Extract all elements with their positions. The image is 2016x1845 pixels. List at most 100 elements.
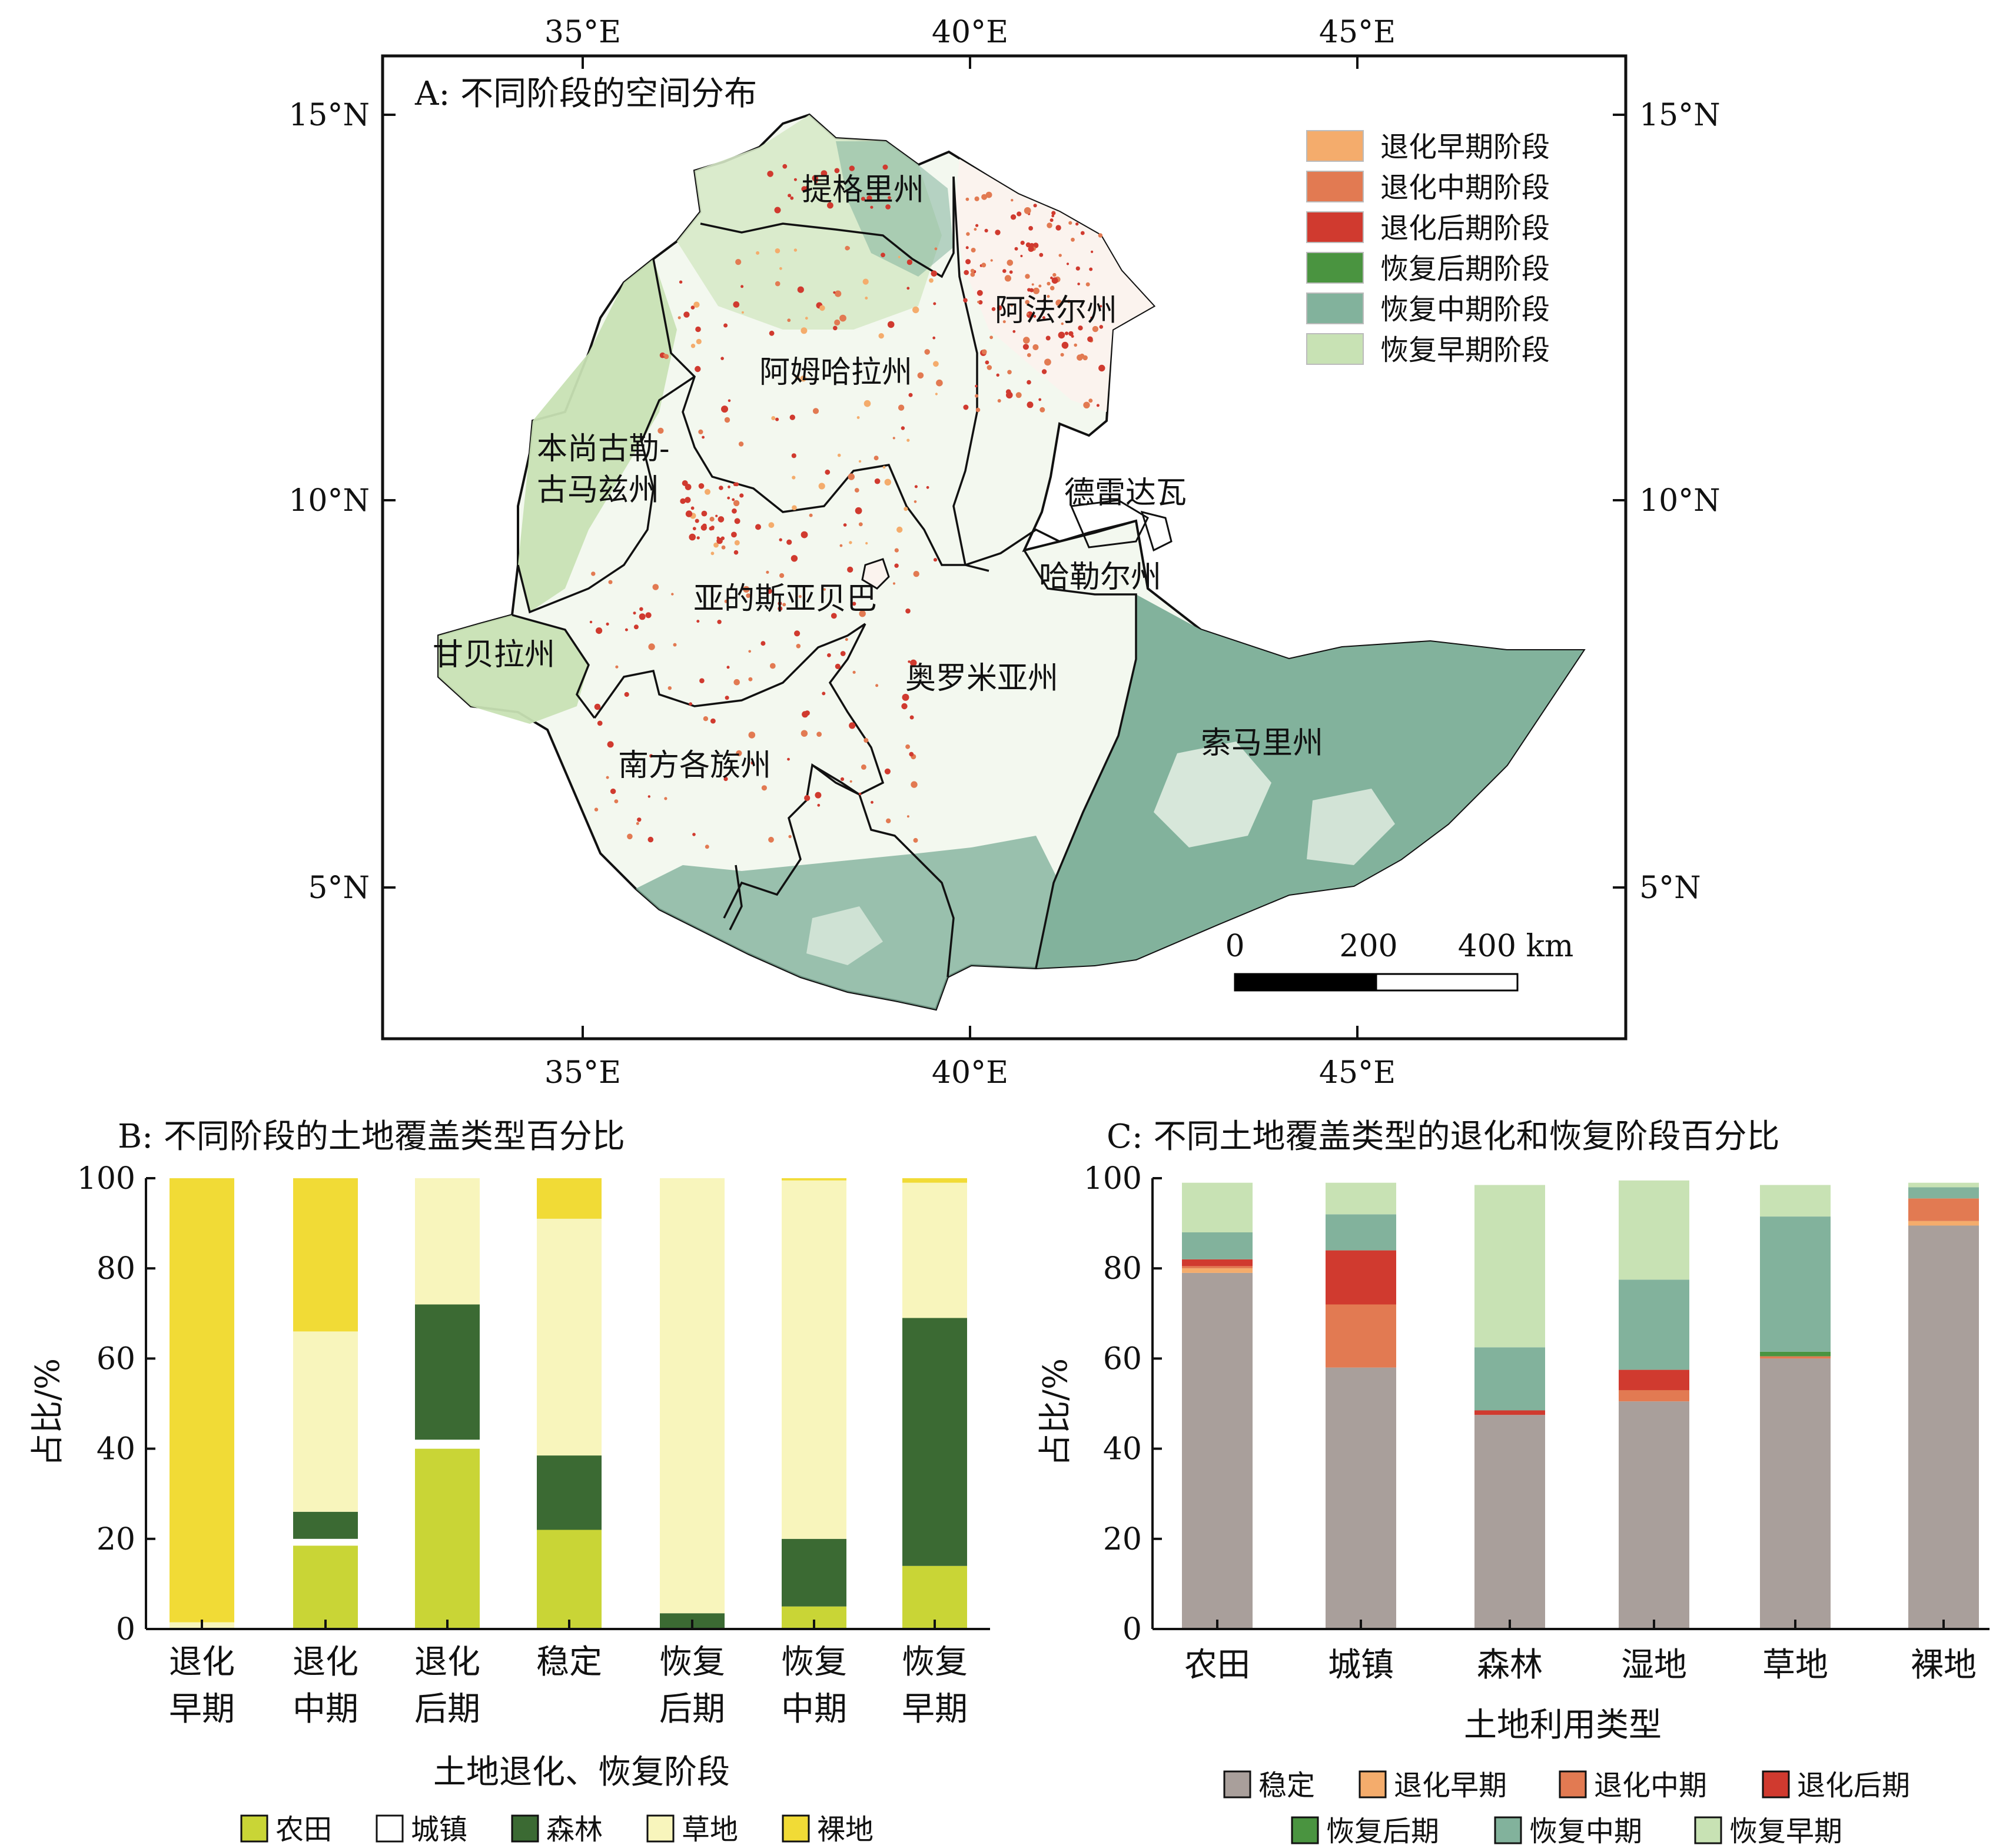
degradation-speck (774, 207, 781, 214)
degradation-speck (863, 400, 871, 407)
degradation-speck (1085, 282, 1090, 287)
degradation-speck (840, 651, 846, 656)
panel-b-y-tick-label: 20 (97, 1522, 135, 1557)
region-label-amhara: 阿姆哈拉州 (759, 355, 912, 390)
degradation-speck (933, 302, 936, 305)
degradation-speck (1047, 222, 1052, 228)
degradation-speck (910, 659, 917, 667)
panel-b-bar-segment (537, 1218, 602, 1456)
panel-c-legend-swatch (1494, 1816, 1522, 1844)
degradation-speck (702, 523, 707, 528)
degradation-speck (1010, 304, 1013, 307)
degradation-speck (834, 319, 841, 326)
degradation-speck (710, 526, 715, 530)
panel-c-bar-segment (1760, 1185, 1831, 1217)
region-label-benishangul-2: 古马兹州 (537, 473, 659, 508)
degradation-speck (975, 224, 979, 227)
degradation-speck (591, 571, 596, 576)
degradation-speck (965, 259, 971, 265)
degradation-speck (685, 510, 693, 517)
panel-c-legend-swatch (1694, 1816, 1722, 1844)
degradation-speck (1068, 331, 1074, 337)
degradation-speck (1042, 316, 1045, 320)
degradation-speck (882, 164, 888, 170)
degradation-speck (870, 205, 874, 209)
degradation-speck (997, 305, 1002, 311)
degradation-speck (659, 352, 666, 358)
degradation-speck (812, 175, 819, 182)
degradation-speck (667, 686, 672, 690)
degradation-speck (627, 833, 633, 840)
degradation-speck (748, 677, 753, 682)
scale-label-200: 200 (1339, 929, 1397, 964)
degradation-speck (1058, 331, 1065, 339)
degradation-speck (1020, 255, 1023, 257)
degradation-speck (1049, 285, 1055, 291)
panel-b-x-tick-label: 恢复 (902, 1643, 968, 1681)
degradation-speck (724, 599, 728, 603)
degradation-speck (905, 744, 910, 749)
degradation-speck (1025, 274, 1030, 279)
map-top-tick-label: 35°E (544, 15, 621, 50)
degradation-speck (1098, 233, 1103, 238)
degradation-speck (886, 818, 891, 824)
degradation-speck (748, 732, 756, 739)
degradation-speck (858, 522, 863, 527)
degradation-speck (1039, 407, 1045, 413)
degradation-speck (874, 456, 879, 461)
degradation-speck (1002, 269, 1007, 273)
panel-b-x-tick-label: 退化 (293, 1643, 358, 1681)
degradation-speck (1050, 276, 1053, 280)
degradation-speck (716, 537, 723, 544)
degradation-speck (778, 601, 782, 606)
panel-b-bars (170, 1178, 967, 1629)
degradation-speck (1027, 380, 1031, 385)
degradation-speck (801, 730, 808, 737)
degradation-speck (673, 643, 677, 647)
degradation-speck (906, 438, 910, 442)
degradation-speck (693, 301, 700, 308)
degradation-speck (769, 330, 775, 336)
panel-c-y-tick-label: 100 (1084, 1161, 1142, 1196)
map-right-tick-label: 15°N (1639, 98, 1721, 133)
degradation-speck (733, 550, 739, 555)
degradation-speck (597, 720, 603, 726)
degradation-speck (914, 500, 917, 503)
degradation-speck (1077, 354, 1083, 361)
degradation-speck (1004, 275, 1011, 282)
degradation-speck (825, 469, 831, 475)
degradation-speck (905, 608, 911, 614)
degradation-speck (887, 321, 895, 328)
panel-c-ylabel: 占比/% (1037, 1358, 1075, 1467)
degradation-speck (917, 372, 924, 379)
panel-c-bar-segment (1182, 1268, 1253, 1273)
degradation-speck (746, 593, 751, 598)
degradation-speck (902, 693, 909, 701)
degradation-speck (805, 317, 808, 320)
panel-c-legend-swatch (1291, 1816, 1319, 1844)
degradation-speck (610, 788, 616, 794)
degradation-speck (736, 750, 742, 756)
degradation-speck (861, 197, 865, 201)
panel-b-ylabel: 占比/% (29, 1358, 67, 1467)
degradation-speck (1090, 317, 1093, 320)
degradation-speck (827, 202, 833, 209)
degradation-speck (896, 526, 903, 533)
degradation-speck (894, 563, 899, 568)
degradation-speck (690, 506, 695, 510)
panel-b-bar-segment (293, 1545, 358, 1629)
degradation-speck (664, 797, 667, 800)
panel-b-legend-label: 裸地 (817, 1813, 874, 1845)
degradation-speck (793, 248, 798, 252)
recovery-early-area-west (518, 259, 677, 612)
degradation-speck (859, 610, 866, 617)
recovery-mid-area-somali (1036, 594, 1583, 968)
degradation-speck (705, 845, 709, 849)
panel-b-legend-label: 农田 (275, 1813, 332, 1845)
recovery-mid-area-tigray (836, 141, 954, 277)
degradation-speck (1027, 313, 1029, 315)
degradation-speck (935, 393, 938, 395)
degradation-speck (648, 643, 655, 650)
degradation-speck (734, 540, 740, 546)
